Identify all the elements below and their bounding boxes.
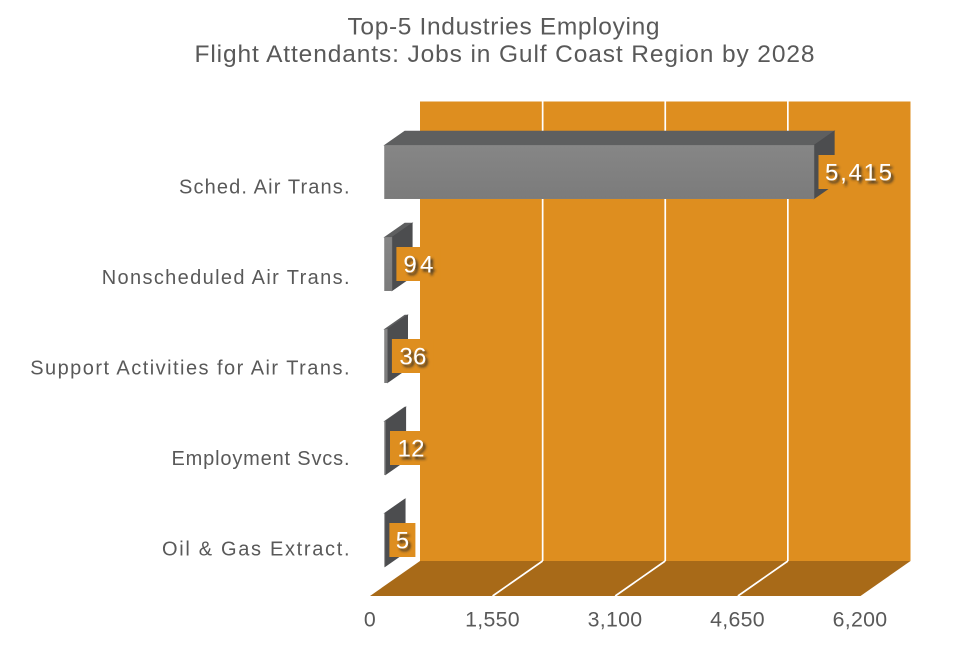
svg-text:12: 12 xyxy=(398,436,425,463)
svg-text:Flight Attendants: Jobs in Gul: Flight Attendants: Jobs in Gulf Coast Re… xyxy=(195,41,815,68)
svg-text:Top-5 Industries Employing: Top-5 Industries Employing xyxy=(348,14,660,41)
svg-text:5: 5 xyxy=(396,528,409,555)
svg-text:Employment Svcs.: Employment Svcs. xyxy=(172,448,350,470)
svg-text:5,415: 5,415 xyxy=(825,160,892,187)
svg-text:3,100: 3,100 xyxy=(588,607,643,631)
svg-text:Sched. Air Trans.: Sched. Air Trans. xyxy=(179,177,350,199)
svg-text:6,200: 6,200 xyxy=(833,607,888,631)
svg-text:Nonscheduled Air Trans.: Nonscheduled Air Trans. xyxy=(102,267,350,289)
svg-text:Oil & Gas Extract.: Oil & Gas Extract. xyxy=(162,539,350,561)
svg-text:1,550: 1,550 xyxy=(465,607,520,631)
svg-text:0: 0 xyxy=(364,607,376,631)
svg-text:36: 36 xyxy=(399,344,426,371)
svg-text:4,650: 4,650 xyxy=(710,607,765,631)
svg-text:Support Activities for Air Tra: Support Activities for Air Trans. xyxy=(30,358,349,380)
